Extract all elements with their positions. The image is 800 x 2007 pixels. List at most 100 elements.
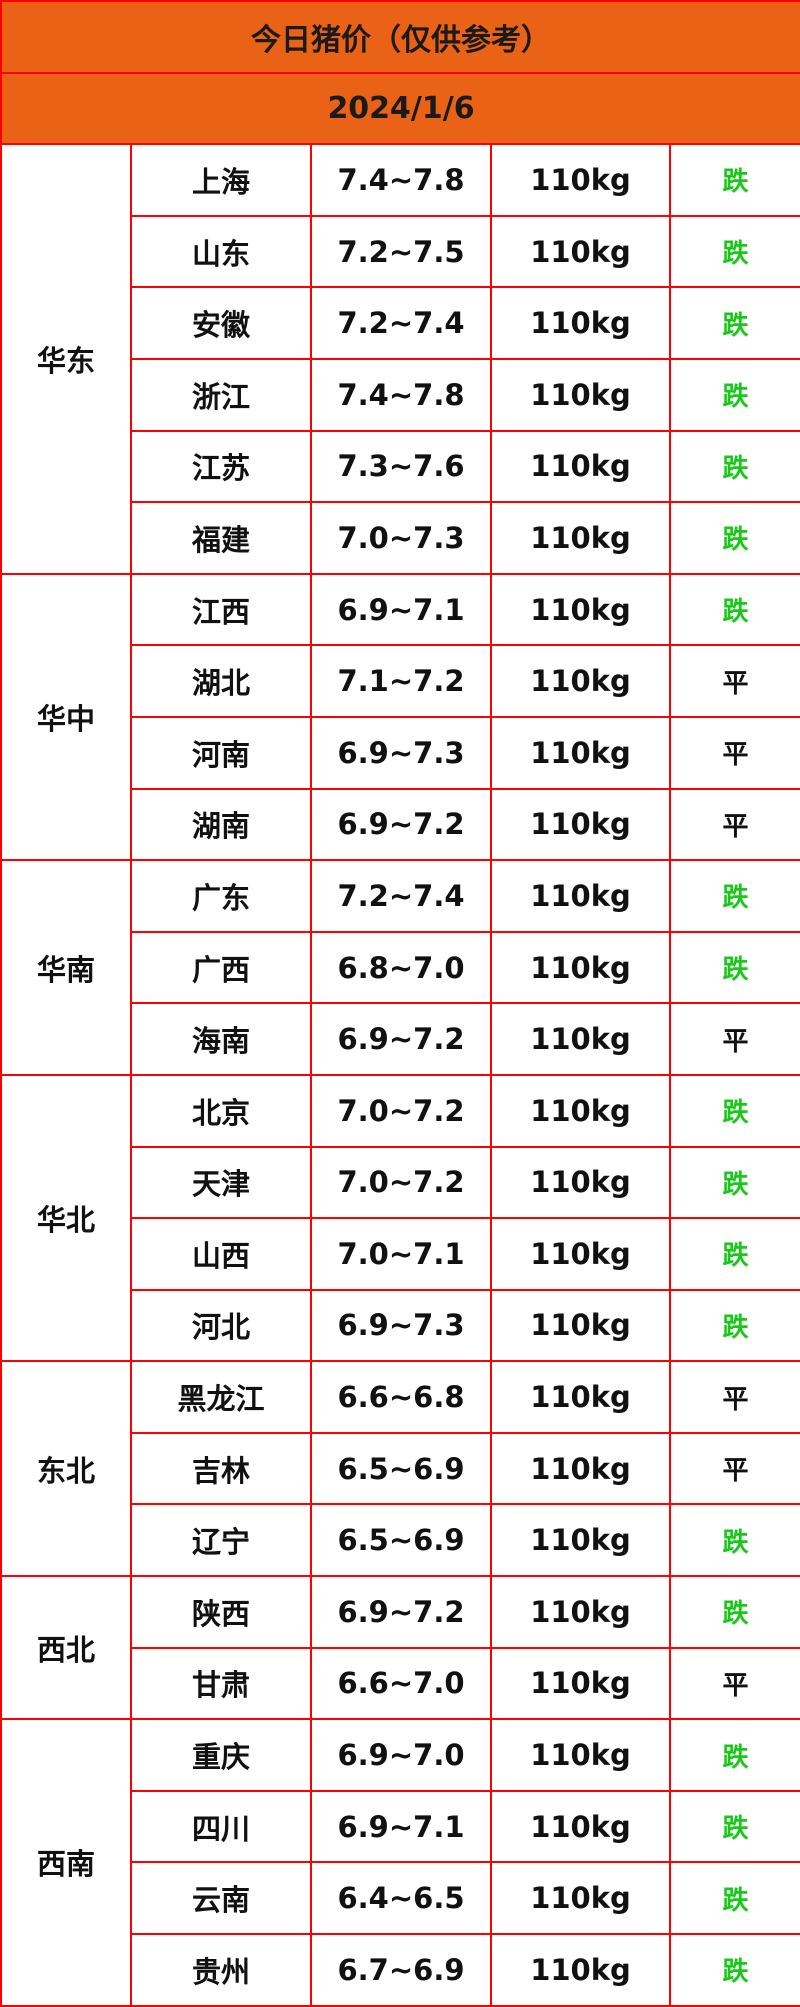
table-row: 浙江 7.4~7.8 110kg 跌: [1, 357, 800, 432]
price-cell: 6.4~6.5: [310, 1861, 492, 1936]
price-cell: 7.2~7.4: [310, 859, 492, 933]
price-cell: 7.0~7.2: [310, 1073, 492, 1148]
table-row: 河南 6.9~7.3 110kg 平: [1, 715, 800, 790]
weight-cell: 110kg: [490, 429, 671, 504]
price-cell: 6.9~7.0: [310, 1718, 492, 1792]
region-name: 华中: [0, 572, 132, 862]
price-cell: 7.4~7.8: [310, 143, 492, 217]
table-row: 四川 6.9~7.1 110kg 跌: [1, 1789, 800, 1864]
trend-cell: 平: [668, 644, 800, 718]
price-cell: 6.9~7.3: [310, 715, 492, 790]
table-row: 西南 重庆 6.9~7.0 110kg 跌: [0, 1718, 800, 2007]
trend-cell: 跌: [668, 286, 800, 360]
trend-cell: 跌: [668, 1718, 800, 1792]
weight-cell: 110kg: [490, 930, 671, 1005]
region-name: 东北: [0, 1360, 132, 1578]
trend-cell: 跌: [668, 1861, 800, 1936]
province-cell: 四川: [130, 1789, 312, 1864]
province-cell: 重庆: [130, 1718, 312, 1792]
trend-cell: 跌: [668, 214, 800, 289]
price-cell: 6.5~6.9: [310, 1431, 492, 1506]
province-cell: 广东: [130, 859, 312, 933]
province-cell: 浙江: [130, 357, 312, 432]
province-cell: 湖北: [130, 644, 312, 718]
table-row: 江苏 7.3~7.6 110kg 跌: [1, 429, 800, 504]
weight-cell: 110kg: [490, 214, 671, 289]
trend-cell: 跌: [668, 1145, 800, 1220]
table-row: 福建 7.0~7.3 110kg 跌: [1, 501, 800, 575]
trend-cell: 跌: [668, 930, 800, 1005]
trend-cell: 跌: [668, 357, 800, 432]
weight-cell: 110kg: [490, 1789, 671, 1864]
weight-cell: 110kg: [490, 286, 671, 360]
province-cell: 吉林: [130, 1431, 312, 1506]
trend-cell: 平: [668, 715, 800, 790]
weight-cell: 110kg: [490, 1861, 671, 1936]
table-row: 河北 6.9~7.3 110kg 跌: [1, 1288, 800, 1363]
region-name: 西北: [0, 1575, 132, 1721]
price-cell: 7.3~7.6: [310, 429, 492, 504]
price-cell: 6.5~6.9: [310, 1503, 492, 1578]
table-row: 广西 6.8~7.0 110kg 跌: [1, 930, 800, 1005]
trend-cell: 跌: [668, 1217, 800, 1291]
table-row: 云南 6.4~6.5 110kg 跌: [1, 1861, 800, 1936]
weight-cell: 110kg: [490, 644, 671, 718]
weight-cell: 110kg: [490, 1073, 671, 1148]
weight-cell: 110kg: [490, 357, 671, 432]
weight-cell: 110kg: [490, 1217, 671, 1291]
price-cell: 7.0~7.2: [310, 1145, 492, 1220]
table-row: 贵州 6.7~6.9 110kg 跌: [1, 1933, 800, 2007]
table-row: 华中 江西 6.9~7.1 110kg 跌: [0, 572, 800, 862]
trend-cell: 跌: [668, 572, 800, 647]
weight-cell: 110kg: [490, 859, 671, 933]
table-row: 天津 7.0~7.2 110kg 跌: [1, 1145, 800, 1220]
price-cell: 7.2~7.4: [310, 286, 492, 360]
table-row: 海南 6.9~7.2 110kg 平: [1, 1002, 800, 1076]
province-cell: 湖南: [130, 787, 312, 862]
trend-cell: 平: [668, 787, 800, 862]
price-cell: 6.9~7.1: [310, 1789, 492, 1864]
table-row: 华东 上海 7.4~7.8 110kg 跌: [0, 143, 800, 575]
region-name: 华东: [0, 143, 132, 575]
price-cell: 6.6~6.8: [310, 1360, 492, 1434]
table-row: 湖北 7.1~7.2 110kg 平: [1, 644, 800, 718]
trend-cell: 跌: [668, 859, 800, 933]
table-title: 今日猪价（仅供参考）: [0, 0, 800, 74]
province-cell: 河南: [130, 715, 312, 790]
table-row: 安徽 7.2~7.4 110kg 跌: [1, 286, 800, 360]
weight-cell: 110kg: [490, 501, 671, 575]
province-cell: 贵州: [130, 1933, 312, 2007]
price-cell: 6.6~7.0: [310, 1646, 492, 1721]
weight-cell: 110kg: [490, 1503, 671, 1578]
table-row: 湖南 6.9~7.2 110kg 平: [1, 787, 800, 862]
province-cell: 江西: [130, 572, 312, 647]
province-cell: 安徽: [130, 286, 312, 360]
trend-cell: 跌: [668, 143, 800, 217]
price-cell: 7.2~7.5: [310, 214, 492, 289]
province-cell: 江苏: [130, 429, 312, 504]
province-cell: 辽宁: [130, 1503, 312, 1578]
trend-cell: 跌: [668, 1933, 800, 2007]
price-cell: 7.0~7.3: [310, 501, 492, 575]
region-name: 华北: [0, 1073, 132, 1363]
province-cell: 海南: [130, 1002, 312, 1076]
province-cell: 河北: [130, 1288, 312, 1363]
province-cell: 上海: [130, 143, 312, 217]
weight-cell: 110kg: [490, 787, 671, 862]
weight-cell: 110kg: [490, 1933, 671, 2007]
price-cell: 6.8~7.0: [310, 930, 492, 1005]
price-cell: 6.9~7.1: [310, 572, 492, 647]
weight-cell: 110kg: [490, 1288, 671, 1363]
table-row: 山西 7.0~7.1 110kg 跌: [1, 1217, 800, 1291]
trend-cell: 跌: [668, 1073, 800, 1148]
trend-cell: 平: [668, 1646, 800, 1721]
table-row: 吉林 6.5~6.9 110kg 平: [1, 1431, 800, 1506]
weight-cell: 110kg: [490, 572, 671, 647]
region-name: 华南: [0, 859, 132, 1076]
weight-cell: 110kg: [490, 1646, 671, 1721]
table-date: 2024/1/6: [0, 71, 800, 146]
province-cell: 天津: [130, 1145, 312, 1220]
table-row: 辽宁 6.5~6.9 110kg 跌: [1, 1503, 800, 1578]
price-cell: 6.9~7.2: [310, 787, 492, 862]
table-row: 华南 广东 7.2~7.4 110kg 跌: [0, 859, 800, 1076]
